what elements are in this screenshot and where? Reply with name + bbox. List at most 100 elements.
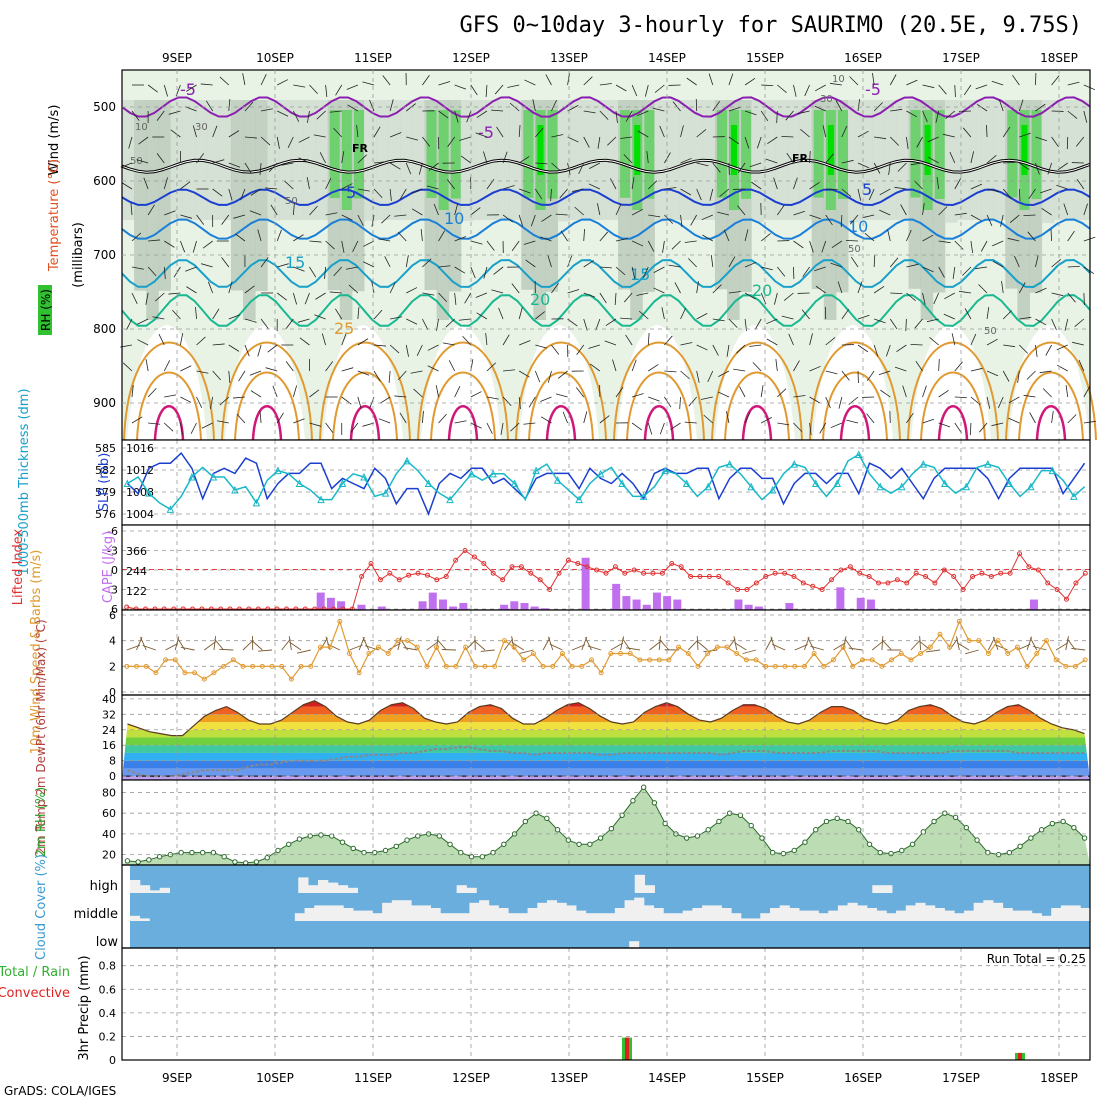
wind-barb: [728, 291, 741, 294]
wind-barb-10m: [881, 639, 892, 651]
wind-speed-point: [288, 676, 294, 682]
wind-barb: [922, 234, 934, 242]
wind-barb: [712, 100, 721, 112]
rh2m-point: [415, 833, 421, 839]
wind-barb-10m: [204, 641, 216, 651]
wind-barb: [809, 181, 820, 190]
cape-bar: [418, 601, 427, 610]
wind-barb: [518, 156, 530, 164]
wind-barb: [413, 388, 423, 398]
wind-barb: [155, 292, 165, 302]
wind-barb: [530, 214, 536, 227]
wind-barb: [212, 343, 225, 346]
wind-barb-10m: [549, 643, 563, 651]
wind-barb: [728, 256, 736, 268]
wind-speed-point: [269, 663, 275, 669]
wind-barb: [815, 285, 826, 294]
wind-barb: [868, 188, 875, 201]
cloud-bar-middle: [362, 910, 373, 921]
wind-barb: [1067, 265, 1080, 268]
wind-barb: [329, 110, 342, 113]
isotherm-label: 10: [444, 209, 464, 228]
wind-barb-10m: [584, 637, 592, 651]
wind-speed-point: [550, 663, 556, 669]
wind-barb-10m: [696, 640, 708, 651]
wind-barb: [793, 360, 800, 372]
wind-barb: [744, 136, 750, 149]
wind-barb: [873, 344, 879, 357]
wind-barb: [550, 188, 552, 201]
wind-barb: [1064, 318, 1069, 331]
wind-barb: [873, 102, 883, 112]
wind-barb: [148, 422, 161, 425]
lifted-index-point: [857, 570, 863, 576]
isotherm-label: 5: [346, 183, 356, 202]
wind-barb: [962, 127, 972, 138]
rh2m-point: [1017, 843, 1023, 850]
wind-barb: [244, 101, 254, 112]
wind-barb: [935, 110, 940, 123]
thickness-point: [166, 505, 175, 513]
wind-barb-10m: [251, 640, 263, 651]
wind-barb: [485, 333, 488, 346]
wind-barb: [679, 396, 681, 409]
wind-barb: [221, 214, 230, 225]
rh2m-point: [845, 818, 851, 825]
wind-barb: [819, 422, 827, 434]
wind-speed-point: [579, 663, 585, 669]
wind-barb: [180, 365, 192, 372]
wind-barb: [756, 136, 762, 149]
wind-barb: [138, 136, 149, 145]
lifted-index-point: [913, 570, 919, 576]
cape-bar: [734, 599, 743, 610]
wind-barb: [201, 422, 213, 429]
thickness-point: [446, 495, 454, 504]
wind-barb: [894, 366, 907, 372]
wind-barb-10m: [504, 638, 514, 651]
cloud-bar-high: [149, 890, 161, 893]
rh2m-area: [122, 787, 1090, 865]
wind-barb: [938, 358, 940, 372]
wind-speed-point: [985, 651, 991, 656]
wind-barb: [922, 110, 928, 123]
wind-barb: [502, 214, 514, 223]
wind-barb: [277, 263, 289, 268]
wind-barb: [1007, 237, 1020, 242]
wind-barb: [309, 422, 322, 427]
cloud-bar-middle: [915, 902, 926, 921]
wind-barb: [319, 152, 326, 164]
wind-barb: [636, 292, 649, 296]
wind-barb-10m: [794, 644, 808, 651]
lifted-index-point: [124, 604, 130, 610]
wind-barb: [696, 162, 709, 167]
wind-barb: [728, 136, 739, 145]
pressure-tick: 500: [93, 100, 116, 114]
wind-barb: [821, 240, 827, 253]
wind-barb: [212, 308, 220, 320]
wind-barb: [535, 344, 548, 349]
wind-barb: [583, 110, 596, 114]
run-total: Run Total = 0.25: [987, 952, 1086, 966]
lifted-index-point: [763, 574, 769, 579]
isotherm-30: [136, 371, 202, 441]
wind-barb: [1012, 74, 1020, 86]
wind-barb: [341, 151, 345, 164]
thickness-point: [145, 489, 153, 497]
wind-barb: [535, 311, 546, 320]
wind-barb: [435, 385, 439, 398]
wind-barb: [610, 178, 617, 190]
wind-barb: [511, 240, 520, 251]
wind-barb: [1017, 370, 1020, 383]
wind-speed-point: [230, 657, 236, 663]
wind-barb: [314, 314, 326, 320]
wind-barb: [1065, 385, 1069, 398]
wind-barb: [378, 238, 391, 242]
cape-bar: [663, 596, 672, 610]
wind-barb: [388, 370, 391, 383]
wind-barb: [137, 318, 149, 325]
wind-barb-10m: [734, 642, 747, 651]
wind-barb: [933, 292, 940, 305]
wind-barb: [475, 292, 488, 298]
rh2m-point: [189, 849, 195, 856]
wind-barb: [1008, 396, 1020, 404]
